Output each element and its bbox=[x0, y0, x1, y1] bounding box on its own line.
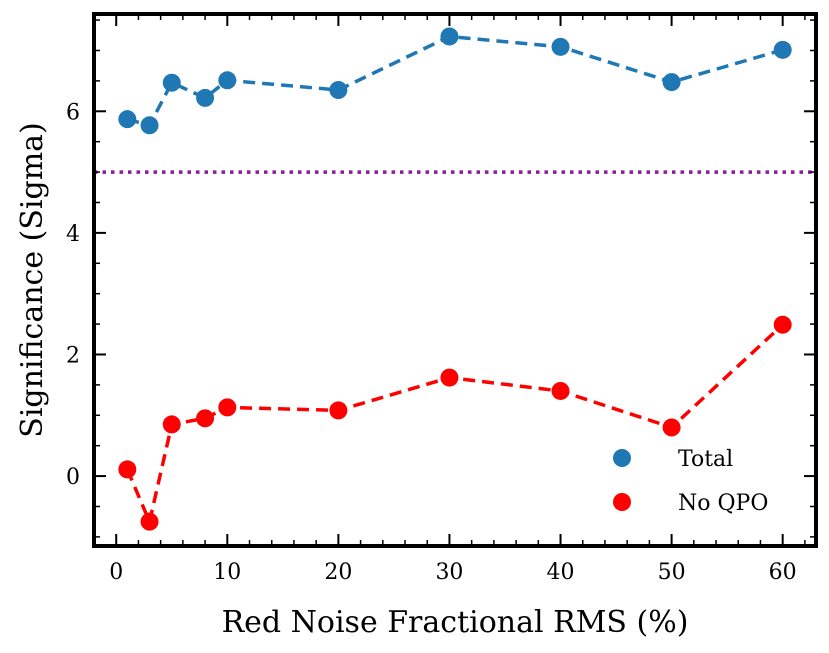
data-point bbox=[218, 398, 237, 417]
data-point bbox=[196, 88, 215, 107]
data-point bbox=[118, 110, 137, 129]
data-point bbox=[773, 40, 792, 59]
y-tick-label: 0 bbox=[66, 465, 80, 490]
legend-label: No QPO bbox=[678, 491, 768, 516]
data-point bbox=[162, 415, 181, 434]
plot-frame bbox=[92, 12, 818, 548]
data-point bbox=[140, 512, 159, 531]
plot-background bbox=[94, 14, 816, 546]
x-tick-label: 0 bbox=[109, 560, 123, 585]
data-point bbox=[196, 409, 215, 428]
series-total bbox=[118, 27, 792, 135]
data-point bbox=[773, 315, 792, 334]
data-point bbox=[162, 73, 181, 92]
data-point bbox=[551, 381, 570, 400]
data-point bbox=[218, 71, 237, 90]
legend-marker bbox=[613, 493, 631, 511]
data-point bbox=[140, 116, 159, 135]
y-axis-label: Significance (Sigma) bbox=[15, 122, 50, 437]
x-tick-label: 40 bbox=[547, 560, 575, 585]
legend-marker bbox=[613, 449, 631, 467]
series-line bbox=[126, 34, 784, 128]
y-tick-label: 4 bbox=[66, 222, 80, 247]
data-point bbox=[662, 73, 681, 92]
x-tick-label: 20 bbox=[324, 560, 352, 585]
data-point bbox=[551, 37, 570, 56]
legend: Total No QPO bbox=[613, 447, 768, 516]
data-point bbox=[329, 81, 348, 99]
data-point bbox=[662, 418, 681, 437]
series-layer bbox=[118, 27, 792, 531]
y-tick-label: 2 bbox=[66, 343, 80, 368]
x-tick-label: 30 bbox=[435, 560, 463, 585]
x-tick-label: 50 bbox=[658, 560, 686, 585]
data-point bbox=[440, 27, 459, 46]
legend-label: Total bbox=[678, 447, 733, 472]
y-tick-label: 6 bbox=[66, 100, 80, 125]
x-axis-label: Red Noise Fractional RMS (%) bbox=[222, 605, 689, 640]
ticks: 0 10 20 30 40 50 60 0 2 4 6 bbox=[66, 14, 816, 585]
series-no-qpo bbox=[118, 315, 792, 531]
data-point bbox=[440, 368, 459, 387]
series-line bbox=[125, 323, 784, 528]
x-tick-label: 10 bbox=[213, 560, 241, 585]
x-tick-label: 60 bbox=[769, 560, 797, 585]
data-point bbox=[118, 460, 137, 479]
data-point bbox=[329, 401, 348, 420]
